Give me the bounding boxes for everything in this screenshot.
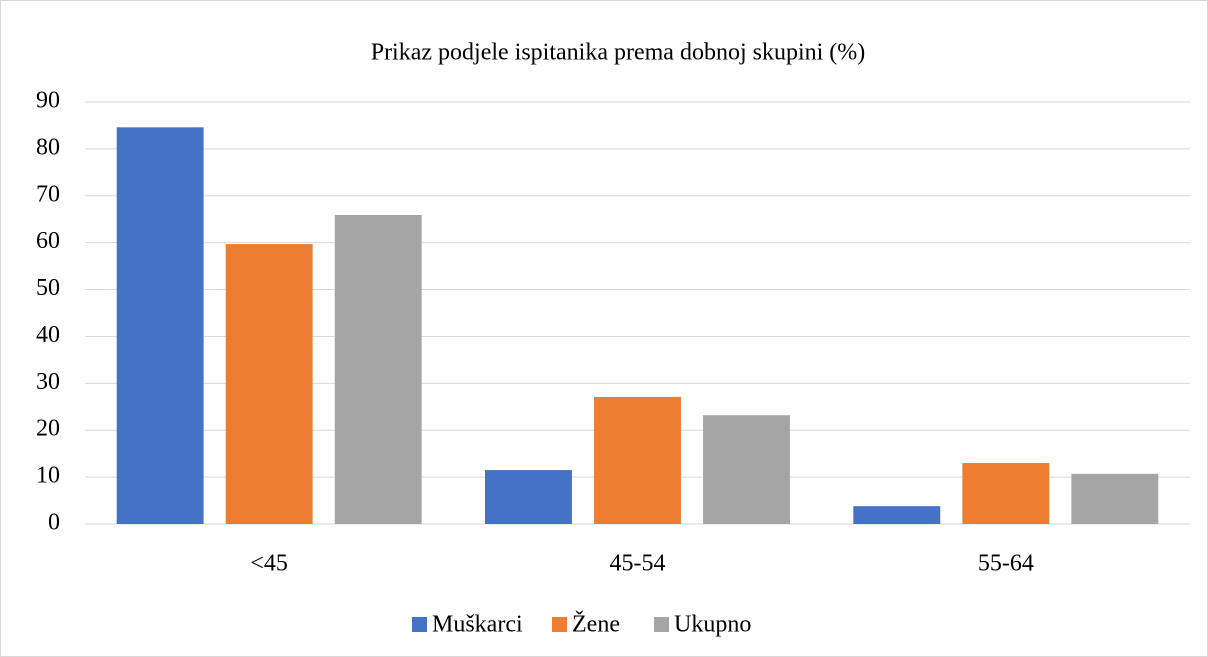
y-tick-label: 70 [36,181,60,207]
bar [594,396,681,524]
y-tick-label: 90 [36,88,60,114]
legend-label: Muškarci [432,612,523,638]
legend-swatch [552,617,567,632]
legend-swatch [654,617,669,632]
x-tick-label: 55-64 [978,551,1034,577]
bar [485,470,572,524]
y-tick-label: 50 [36,275,60,301]
bar [334,215,422,524]
x-tick-label: <45 [250,551,288,577]
y-tick-label: 30 [36,369,60,395]
bar [225,244,313,524]
y-tick-label: 60 [36,228,60,254]
bar [703,415,790,524]
legend-swatch [412,617,427,632]
y-tick-label: 0 [48,510,60,536]
y-tick-label: 20 [36,416,60,442]
chart-title: Prikaz podjele ispitanika prema dobnoj s… [371,40,866,66]
bar [1071,473,1159,524]
legend-label: Žene [572,612,620,638]
x-tick-label: 45-54 [610,551,666,577]
legend-label: Ukupno [674,612,751,638]
y-tick-label: 80 [36,134,60,160]
bar [962,463,1050,524]
bar [853,506,941,524]
y-tick-label: 40 [36,322,60,348]
y-tick-label: 10 [36,463,60,489]
bar [116,127,204,524]
